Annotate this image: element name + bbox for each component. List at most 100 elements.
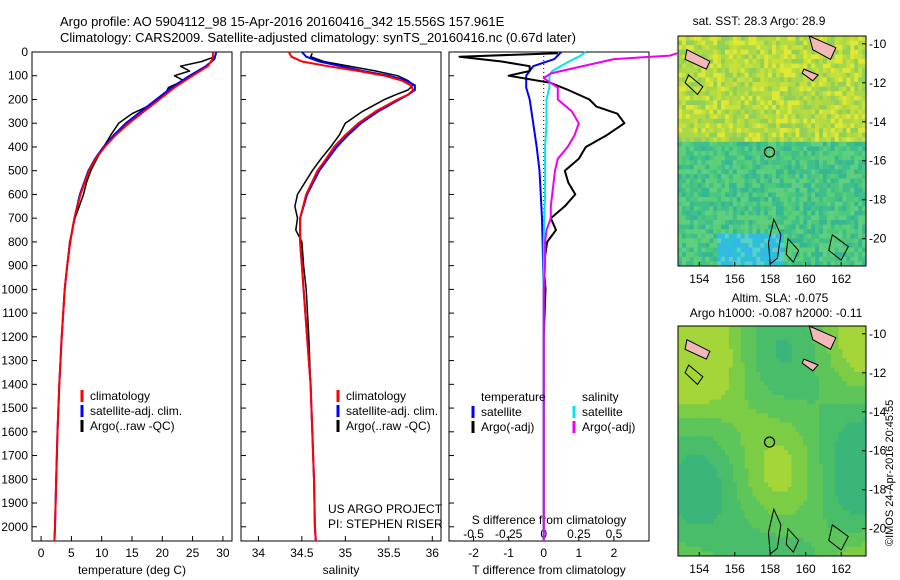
temperature-satellite-line (525, 51, 563, 541)
map-y-tick-label: -12 (869, 76, 887, 90)
climatology-subtitle: Climatology: CARS2009. Satellite-adjuste… (60, 30, 576, 45)
map-x-tick-label: 160 (796, 562, 816, 576)
x-axis-label: T difference from climatology (472, 563, 626, 577)
island-shape (808, 325, 837, 351)
y-tick-label: 600 (8, 187, 28, 201)
map-y-tick-label: -16 (869, 154, 887, 168)
island-shape (808, 35, 837, 61)
y-tick-label: 1000 (1, 282, 28, 296)
reef-contour (785, 527, 800, 553)
map-x-tick-label: 158 (760, 272, 780, 286)
reef-contour (684, 74, 704, 96)
y-tick-label: 1500 (1, 401, 28, 415)
y-tick-label: 500 (8, 164, 28, 178)
x-tick-label: 36 (426, 546, 440, 560)
s-tick-label: -0.25 (495, 527, 523, 541)
pi-annotation: PI: STEPHEN RISER (328, 517, 443, 531)
map-x-tick-label: 160 (796, 272, 816, 286)
map-x-tick-label: 154 (689, 272, 709, 286)
map-x-tick-label: 154 (689, 562, 709, 576)
s-tick-label: 0.25 (567, 527, 591, 541)
y-tick-label: 1600 (1, 425, 28, 439)
x-tick-label: 34 (252, 546, 266, 560)
y-tick-label: 1400 (1, 377, 28, 391)
map-y-tick-label: -10 (869, 327, 887, 341)
legend-label: satellite (582, 405, 623, 419)
argo-position-marker (763, 436, 776, 448)
map-y-tick-label: -20 (869, 522, 887, 536)
legend-label: Argo(-adj) (481, 420, 534, 434)
y-tick-label: 1200 (1, 330, 28, 344)
legend-label: climatology (346, 389, 406, 403)
map-y-tick-label: -18 (869, 483, 887, 497)
x-tick-label: 2 (611, 546, 618, 560)
x-tick-label: 5 (68, 546, 75, 560)
y-tick-label: 1800 (1, 472, 28, 486)
sst-map-image (678, 36, 867, 267)
reef-contour (767, 217, 782, 266)
reef-contour (684, 364, 704, 386)
y-tick-label: 700 (8, 211, 28, 225)
salinity-frame (240, 51, 442, 542)
y-tick-label: 1900 (1, 496, 28, 510)
reef-contour (828, 233, 849, 261)
x-tick-label: 35 (339, 546, 353, 560)
difference-frame (448, 51, 650, 542)
s-axis-label: S difference from climatology (472, 513, 627, 527)
x-tick-label: 20 (156, 546, 170, 560)
legend-label: satellite (481, 405, 522, 419)
argo-salinity-line (294, 52, 414, 527)
x-tick-label: 35.5 (377, 546, 401, 560)
x-tick-label: 0 (540, 546, 547, 560)
map-x-tick-label: 158 (760, 562, 780, 576)
map-y-tick-label: -12 (869, 366, 887, 380)
x-tick-label: 15 (125, 546, 139, 560)
legend-label: Argo(-adj) (582, 420, 635, 434)
x-tick-label: 30 (216, 546, 230, 560)
salinity-satellite-line (542, 51, 587, 541)
y-tick-label: 100 (8, 69, 28, 83)
island-shape (801, 358, 819, 372)
legend-salinity-title: salinity (582, 390, 619, 404)
map-x-tick-label: 162 (831, 272, 851, 286)
argo-temperature-line (54, 52, 217, 527)
y-tick-label: 1100 (2, 306, 28, 320)
x-tick-label: 1 (575, 546, 582, 560)
island-shape (801, 68, 819, 82)
map-x-tick-label: 156 (725, 562, 745, 576)
map-x-tick-label: 162 (831, 562, 851, 576)
sla-map-subtitle: Argo h1000: -0.087 h2000: -0.11 (690, 306, 863, 320)
climatology-temperature-line (53, 51, 215, 542)
island-shape (684, 48, 711, 70)
x-axis-label: temperature (deg C) (78, 563, 186, 577)
x-tick-label: -1 (503, 546, 514, 560)
x-axis-label: salinity (323, 563, 360, 577)
legend-label: satellite-adj. clim. (90, 404, 182, 418)
s-tick-label: 0.5 (606, 527, 623, 541)
y-tick-label: 2000 (1, 520, 28, 534)
sla-map-frame (677, 325, 867, 557)
x-tick-label: 34.5 (290, 546, 314, 560)
map-y-tick-label: -20 (869, 232, 887, 246)
x-tick-label: -2 (468, 546, 479, 560)
salinity-argo-adj--line (542, 52, 678, 541)
temperature-argo-adj--line (458, 52, 626, 527)
map-y-tick-label: -14 (869, 115, 887, 129)
reef-contour (785, 237, 800, 263)
y-tick-label: 1300 (1, 354, 28, 368)
map-y-tick-label: -18 (869, 193, 887, 207)
reef-contour (767, 507, 782, 556)
reef-contour (828, 523, 849, 551)
y-tick-label: 400 (8, 140, 28, 154)
map-y-tick-label: -14 (869, 405, 887, 419)
argo-position-marker (763, 146, 776, 158)
legend-label: satellite-adj. clim. (346, 404, 438, 418)
y-tick-label: 1700 (1, 449, 28, 463)
sla-map-image (678, 326, 867, 557)
x-tick-label: 25 (186, 546, 200, 560)
map-x-tick-label: 156 (725, 272, 745, 286)
legend-label: Argo(..raw -QC) (90, 419, 175, 433)
sst-map-frame (677, 35, 867, 267)
s-tick-label: -0.5 (463, 527, 484, 541)
